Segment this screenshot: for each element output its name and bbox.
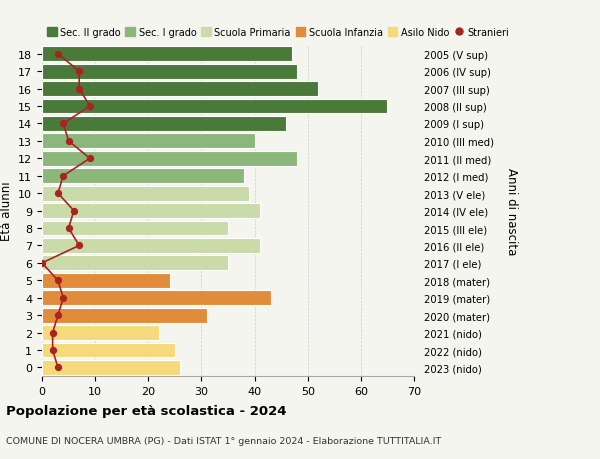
Bar <box>42 117 286 132</box>
Point <box>53 364 63 371</box>
Legend: Sec. II grado, Sec. I grado, Scuola Primaria, Scuola Infanzia, Asilo Nido, Stran: Sec. II grado, Sec. I grado, Scuola Prim… <box>47 28 509 38</box>
Bar <box>42 169 244 184</box>
Point <box>58 294 68 302</box>
Point <box>64 138 73 145</box>
Bar <box>42 239 260 253</box>
Bar <box>42 291 271 306</box>
Bar <box>42 151 297 166</box>
Point <box>53 312 63 319</box>
Text: COMUNE DI NOCERA UMBRA (PG) - Dati ISTAT 1° gennaio 2024 - Elaborazione TUTTITAL: COMUNE DI NOCERA UMBRA (PG) - Dati ISTAT… <box>6 436 441 445</box>
Bar <box>42 273 170 288</box>
Y-axis label: Anni di nascita: Anni di nascita <box>505 168 518 255</box>
Bar <box>42 204 260 218</box>
Bar <box>42 47 292 62</box>
Bar <box>42 65 297 79</box>
Point <box>53 277 63 285</box>
Point <box>74 68 84 76</box>
Bar <box>42 100 388 114</box>
Point <box>53 51 63 58</box>
Bar <box>42 134 254 149</box>
Point <box>53 190 63 197</box>
Point <box>48 329 58 336</box>
Point <box>58 173 68 180</box>
Point <box>74 242 84 250</box>
Point <box>58 121 68 128</box>
Bar <box>42 82 319 97</box>
Point <box>74 86 84 93</box>
Bar <box>42 343 175 358</box>
Point <box>48 347 58 354</box>
Bar <box>42 186 249 201</box>
Text: Popolazione per età scolastica - 2024: Popolazione per età scolastica - 2024 <box>6 404 287 417</box>
Point <box>37 260 47 267</box>
Bar <box>42 256 228 271</box>
Point <box>69 207 79 215</box>
Y-axis label: Età alunni: Età alunni <box>0 181 13 241</box>
Bar <box>42 325 159 340</box>
Bar <box>42 308 207 323</box>
Bar <box>42 360 180 375</box>
Bar <box>42 221 228 236</box>
Point <box>85 155 95 162</box>
Point <box>64 225 73 232</box>
Point <box>85 103 95 111</box>
